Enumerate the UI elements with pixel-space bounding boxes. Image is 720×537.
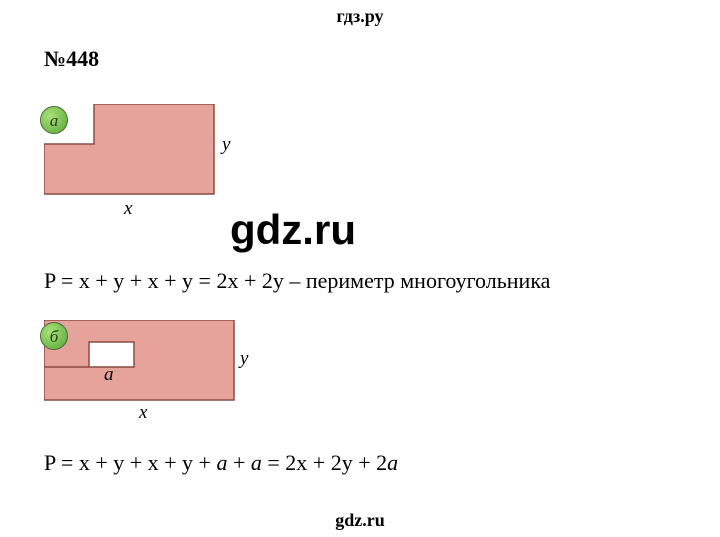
formula-a: P = x + y + x + y = 2x + 2y – периметр м… (44, 268, 550, 294)
label-b-y: y (240, 348, 248, 370)
site-footer: gdz.ru (0, 510, 720, 531)
label-a-x: x (124, 198, 132, 220)
label-b-x: x (139, 402, 147, 424)
badge-a: а (40, 106, 68, 134)
label-b-a: a (104, 364, 114, 386)
shape-a-polygon (44, 104, 214, 194)
label-a-y: y (222, 134, 230, 156)
shape-a-svg (44, 104, 244, 204)
shape-b-svg (44, 320, 254, 410)
watermark-center: gdz.ru (230, 206, 356, 254)
site-header: гдз.ру (0, 0, 720, 27)
formula-b: P = x + y + x + y + a + a = 2x + 2y + 2a (44, 450, 398, 476)
figure-a: а y x (44, 104, 244, 209)
badge-b: б (40, 322, 68, 350)
shape-b-outer (44, 320, 234, 400)
formula-b-text: P = x + y + x + y + a + a = 2x + 2y + 2a (44, 450, 398, 475)
problem-number: №448 (44, 46, 99, 72)
figure-b: б a y x (44, 320, 254, 415)
